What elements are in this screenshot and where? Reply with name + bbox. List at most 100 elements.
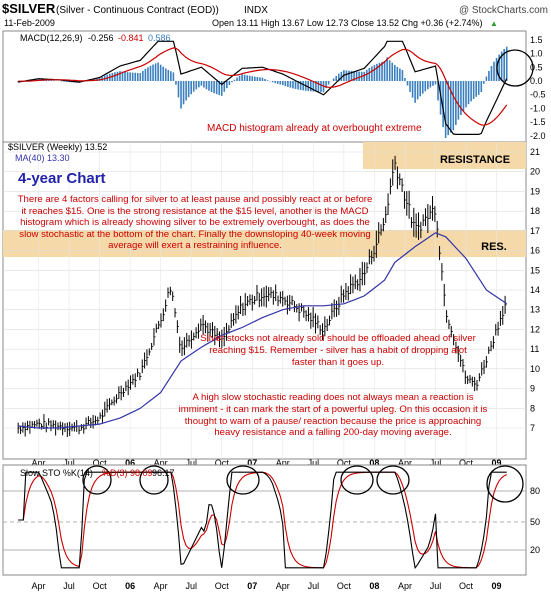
bottom-x-tick: Apr bbox=[32, 581, 46, 591]
bottom-x-tick: 08 bbox=[369, 581, 379, 591]
chart-title: 4-year Chart bbox=[18, 170, 106, 187]
macd-highlight-circle bbox=[496, 49, 534, 87]
up-arrow-icon: ▲ bbox=[490, 19, 498, 28]
price-y-tick: 15 bbox=[530, 265, 540, 275]
price-x-axis: Apr Jul Oct 06 Apr Jul Oct 07 Apr Jul Oct 08 Apr Jul O… bbox=[32, 458, 502, 468]
header-name: (Silver - Continuous Contract (EOD)) bbox=[56, 5, 219, 16]
sto-peak-circle bbox=[376, 465, 410, 495]
macd-y-tick: -1.0 bbox=[530, 103, 546, 113]
resistance-band-upper bbox=[363, 142, 526, 169]
bottom-x-tick: Jul bbox=[185, 581, 197, 591]
price-bars bbox=[17, 155, 507, 437]
macd-annotation: MACD histogram already at overbought ext… bbox=[207, 123, 422, 134]
brand-label: @ StockCharts.com bbox=[459, 5, 548, 16]
macd-y-tick: -1.5 bbox=[530, 117, 546, 127]
sto-peak-circle bbox=[82, 465, 112, 495]
price-x-tick: 07 bbox=[247, 458, 257, 468]
macd-label: MACD(12,26,9) bbox=[20, 33, 83, 43]
price-gridlines bbox=[3, 142, 526, 459]
price-x-tick: Oct bbox=[215, 458, 230, 468]
stochastic-panel: Slow STO %K(14) %D(3) 98.09 96.17 80 50 … bbox=[2, 464, 540, 591]
price-y-tick: 11 bbox=[530, 344, 539, 354]
price-x-tick: Apr bbox=[154, 458, 168, 468]
price-y-tick: 19 bbox=[530, 186, 540, 196]
sto-peak-circle bbox=[340, 465, 374, 495]
ma40-line bbox=[18, 232, 508, 429]
macd-value-signal: -0.841 bbox=[118, 33, 144, 43]
bottom-x-tick: 06 bbox=[125, 581, 135, 591]
price-x-tick: Jul bbox=[430, 458, 442, 468]
sto-tick-80: 80 bbox=[530, 486, 540, 496]
macd-value-main: -0.256 bbox=[88, 33, 114, 43]
bottom-x-tick: 07 bbox=[247, 581, 257, 591]
bottom-x-tick: Oct bbox=[337, 581, 352, 591]
header-exchange: INDX bbox=[244, 5, 268, 16]
macd-y-axis: 1.5 1.0 0.5 0.0 -0.5 -1.0 -1.5 -2.0 bbox=[530, 35, 546, 141]
note3-box: A high slow stochastic reading does not … bbox=[178, 392, 488, 439]
price-legend-ma: MA(40) 13.30 bbox=[15, 153, 70, 163]
sto-peak-circle bbox=[226, 465, 260, 495]
note2-box: Silver stocks not already sold should be… bbox=[200, 333, 476, 368]
header-symbol: $SILVER bbox=[2, 1, 56, 16]
macd-y-tick: 0.0 bbox=[530, 76, 543, 86]
price-y-tick: 12 bbox=[530, 324, 540, 334]
price-x-tick: 08 bbox=[369, 458, 379, 468]
bottom-x-tick: 09 bbox=[492, 581, 502, 591]
price-legend-series: $SILVER (Weekly) 13.52 bbox=[8, 142, 107, 152]
price-x-tick: Jul bbox=[308, 458, 320, 468]
price-y-tick: 17 bbox=[530, 226, 540, 236]
sto-peak-circle bbox=[486, 465, 524, 503]
price-x-tick: Jul bbox=[63, 458, 75, 468]
sto-peak-circle bbox=[139, 465, 169, 495]
price-y-tick: 16 bbox=[530, 246, 540, 256]
price-y-tick: 10 bbox=[530, 364, 540, 374]
bottom-x-tick: Apr bbox=[398, 581, 412, 591]
price-x-tick: Oct bbox=[93, 458, 108, 468]
sto-frame bbox=[2, 464, 527, 576]
price-y-tick: 9 bbox=[530, 384, 535, 394]
bottom-x-tick: Jul bbox=[430, 581, 442, 591]
price-x-tick: 06 bbox=[125, 458, 135, 468]
macd-y-tick: 1.5 bbox=[530, 35, 543, 45]
bottom-x-tick: Oct bbox=[93, 581, 108, 591]
macd-panel: MACD(12,26,9) -0.256 -0.841 0.586 1.5 1.0… bbox=[2, 30, 546, 143]
price-y-tick: 13 bbox=[530, 305, 540, 315]
price-y-axis: 21 20 19 18 17 16 15 14 13 12 11 10 9 8 7 bbox=[530, 147, 540, 433]
macd-y-tick: 0.5 bbox=[530, 62, 543, 72]
bottom-x-tick: Jul bbox=[63, 581, 75, 591]
note1-text: There are 4 factors calling for silver t… bbox=[17, 194, 373, 252]
price-x-tick: Oct bbox=[459, 458, 474, 468]
sto-legend-k: Slow STO %K(14) bbox=[20, 468, 93, 478]
header-ohlc: Open 13.11 High 13.67 Low 12.73 Close 13… bbox=[212, 18, 483, 28]
price-frame bbox=[2, 141, 527, 460]
price-y-tick: 21 bbox=[530, 147, 540, 157]
price-x-tick: Jul bbox=[185, 458, 197, 468]
price-x-tick: Apr bbox=[32, 458, 46, 468]
bottom-x-tick: Apr bbox=[276, 581, 290, 591]
note2-text: Silver stocks not already sold should be… bbox=[200, 333, 476, 368]
res-label: RES. bbox=[481, 241, 507, 253]
sto-k-line bbox=[18, 471, 507, 570]
price-y-tick: 14 bbox=[530, 285, 540, 295]
sto-highlight-circles bbox=[82, 465, 524, 503]
sto-legend-d: %D(3) 98.09 bbox=[102, 468, 153, 478]
bottom-x-axis: Apr Jul Oct 06 Apr Jul Oct 07 Apr Jul Oct 08 Apr Jul O… bbox=[32, 581, 502, 591]
note1-box: There are 4 factors calling for silver t… bbox=[17, 194, 373, 252]
price-x-tick: 09 bbox=[492, 458, 502, 468]
price-y-tick: 20 bbox=[530, 167, 540, 177]
macd-y-tick: 1.0 bbox=[530, 49, 543, 59]
bottom-x-tick: Oct bbox=[215, 581, 230, 591]
macd-y-tick: -0.5 bbox=[530, 90, 546, 100]
note3-text: A high slow stochastic reading does not … bbox=[178, 392, 488, 439]
bottom-x-tick: Oct bbox=[459, 581, 474, 591]
price-x-tick: Apr bbox=[276, 458, 290, 468]
macd-y-tick: -2.0 bbox=[530, 131, 546, 141]
header-date: 11-Feb-2009 bbox=[4, 18, 55, 28]
price-y-tick: 7 bbox=[530, 423, 535, 433]
sto-tick-50: 50 bbox=[530, 517, 540, 527]
resistance-label: RESISTANCE bbox=[440, 154, 510, 166]
macd-signal-line bbox=[18, 47, 508, 126]
